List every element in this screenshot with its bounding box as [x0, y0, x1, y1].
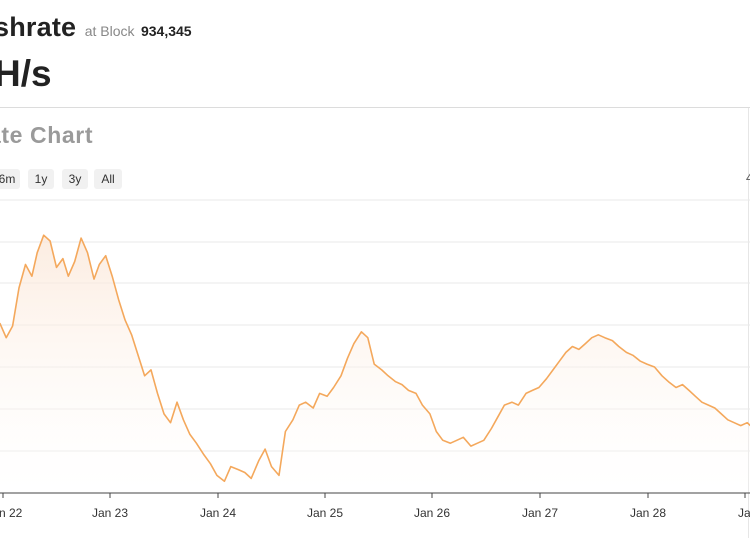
hashrate-chart: n 22 Jan 23 Jan 24 Jan 25 Jan 26 Jan 27 Jan 28…: [0, 199, 750, 520]
x-axis-ticks: n 22 Jan 23 Jan 24 Jan 25 Jan 26 Jan 27 Jan 28…: [0, 493, 750, 520]
title-row: shrate at Block 934,345: [0, 12, 192, 43]
x-tick-label: Jan 24: [200, 506, 236, 520]
hashrate-line: [0, 234, 750, 483]
range-button-1y[interactable]: 1y: [28, 169, 54, 189]
right-edge-mark: 4: [746, 171, 750, 185]
x-tick-label: Jan 27: [522, 506, 558, 520]
x-tick-label: Ja: [738, 506, 750, 520]
x-tick-label: Jan 23: [92, 506, 128, 520]
x-tick-label: Jan 25: [307, 506, 343, 520]
block-prefix: at Block: [84, 23, 135, 39]
page-title: shrate: [0, 12, 77, 42]
range-button-6m[interactable]: 6m: [0, 169, 20, 189]
x-tick-label: Jan 26: [414, 506, 450, 520]
hashrate-area: [0, 235, 750, 493]
x-tick-label: Jan 28: [630, 506, 666, 520]
divider: [0, 107, 750, 108]
range-button-3y[interactable]: 3y: [62, 169, 88, 189]
block-number: 934,345: [140, 23, 192, 39]
hashrate-value: H/s: [0, 53, 52, 94]
chart-title: ate Chart: [0, 122, 94, 148]
chart-card: [0, 108, 749, 538]
x-tick-label: n 22: [0, 506, 23, 520]
range-button-all[interactable]: All: [94, 169, 122, 189]
